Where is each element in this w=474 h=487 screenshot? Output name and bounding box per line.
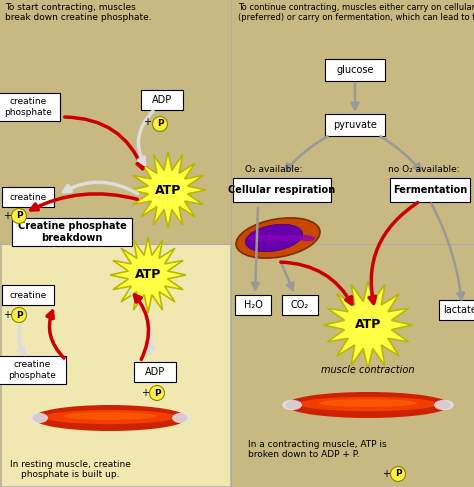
FancyArrowPatch shape <box>64 182 137 194</box>
Ellipse shape <box>285 392 450 418</box>
Polygon shape <box>110 237 186 313</box>
FancyArrowPatch shape <box>135 295 148 359</box>
FancyBboxPatch shape <box>439 300 474 320</box>
FancyBboxPatch shape <box>282 295 318 315</box>
Text: lactate: lactate <box>443 305 474 315</box>
FancyBboxPatch shape <box>0 356 66 384</box>
Ellipse shape <box>282 400 302 410</box>
Text: H₂O: H₂O <box>244 300 263 310</box>
FancyArrowPatch shape <box>138 111 153 164</box>
FancyBboxPatch shape <box>2 187 54 207</box>
Circle shape <box>11 307 27 322</box>
FancyBboxPatch shape <box>325 114 385 136</box>
Circle shape <box>11 208 27 224</box>
Text: creatine
phosphate: creatine phosphate <box>8 360 56 380</box>
Text: In resting muscle, creatine
phosphate is built up.: In resting muscle, creatine phosphate is… <box>9 460 130 479</box>
Text: To continue contracting, muscles either carry on cellular respiration
(preferred: To continue contracting, muscles either … <box>238 3 474 22</box>
Ellipse shape <box>29 413 48 423</box>
Text: To start contracting, muscles
break down creatine phosphate.: To start contracting, muscles break down… <box>5 3 152 22</box>
FancyArrowPatch shape <box>18 312 27 355</box>
Text: Fermentation: Fermentation <box>393 185 467 195</box>
FancyBboxPatch shape <box>1 244 230 486</box>
Ellipse shape <box>298 397 438 411</box>
Text: Creatine phosphate
breakdown: Creatine phosphate breakdown <box>18 221 127 243</box>
Text: P: P <box>395 469 401 479</box>
Text: ATP: ATP <box>135 268 161 281</box>
FancyArrowPatch shape <box>369 203 418 303</box>
Text: +: + <box>143 117 151 127</box>
Text: pyruvate: pyruvate <box>333 120 377 130</box>
Ellipse shape <box>297 235 315 241</box>
FancyBboxPatch shape <box>390 178 470 202</box>
Circle shape <box>391 467 405 482</box>
Polygon shape <box>130 152 206 228</box>
Text: creatine: creatine <box>9 291 46 300</box>
FancyArrowPatch shape <box>130 292 155 354</box>
FancyArrowPatch shape <box>285 136 328 171</box>
FancyArrowPatch shape <box>431 204 464 300</box>
FancyBboxPatch shape <box>141 90 183 110</box>
Ellipse shape <box>249 235 267 241</box>
Polygon shape <box>324 281 412 369</box>
Text: muscle contraction: muscle contraction <box>321 365 415 375</box>
Circle shape <box>149 386 164 400</box>
Text: ADP: ADP <box>152 95 172 105</box>
Text: In a contracting muscle, ATP is
broken down to ADP + P.: In a contracting muscle, ATP is broken d… <box>248 440 387 459</box>
Text: creatine
phosphate: creatine phosphate <box>4 97 52 117</box>
Text: +: + <box>3 211 11 221</box>
FancyArrowPatch shape <box>352 83 358 110</box>
FancyBboxPatch shape <box>2 285 54 305</box>
FancyBboxPatch shape <box>235 295 271 315</box>
Text: O₂ available:: O₂ available: <box>245 166 302 174</box>
Ellipse shape <box>44 410 176 424</box>
FancyBboxPatch shape <box>0 93 60 121</box>
Ellipse shape <box>434 400 454 410</box>
Text: P: P <box>157 119 164 129</box>
FancyArrowPatch shape <box>281 262 293 290</box>
Ellipse shape <box>246 224 302 252</box>
Text: P: P <box>16 211 22 221</box>
Text: +: + <box>141 388 149 398</box>
Ellipse shape <box>172 413 191 423</box>
Circle shape <box>153 116 167 131</box>
Text: P: P <box>16 311 22 319</box>
Text: +: + <box>382 469 390 479</box>
Text: CO₂: CO₂ <box>291 300 309 310</box>
Ellipse shape <box>273 235 291 241</box>
Ellipse shape <box>285 235 303 241</box>
FancyBboxPatch shape <box>134 362 176 382</box>
Text: creatine: creatine <box>9 192 46 202</box>
FancyArrowPatch shape <box>31 194 137 210</box>
Text: P: P <box>154 389 160 397</box>
FancyArrowPatch shape <box>47 311 64 358</box>
Text: ADP: ADP <box>145 367 165 377</box>
Text: Cellular respiration: Cellular respiration <box>228 185 336 195</box>
Ellipse shape <box>319 399 418 407</box>
Text: ATP: ATP <box>355 318 381 332</box>
Text: glucose: glucose <box>336 65 374 75</box>
Text: +: + <box>3 310 11 320</box>
Ellipse shape <box>261 235 279 241</box>
FancyArrowPatch shape <box>281 262 352 304</box>
FancyArrowPatch shape <box>252 208 259 289</box>
FancyBboxPatch shape <box>325 59 385 81</box>
FancyArrowPatch shape <box>65 117 143 169</box>
FancyBboxPatch shape <box>12 218 132 246</box>
FancyArrowPatch shape <box>381 136 420 170</box>
Ellipse shape <box>33 405 188 431</box>
Ellipse shape <box>236 218 320 258</box>
Text: ATP: ATP <box>155 184 181 196</box>
Ellipse shape <box>64 412 156 420</box>
FancyBboxPatch shape <box>233 178 331 202</box>
Text: no O₂ available:: no O₂ available: <box>388 166 460 174</box>
